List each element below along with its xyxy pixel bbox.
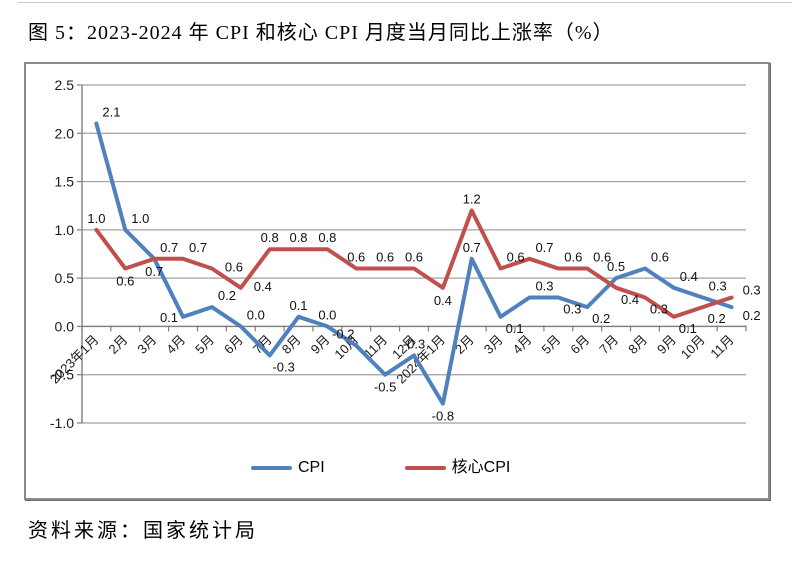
chart-frame [24,62,770,500]
core-cpi-value-label: 0.8 [318,230,336,245]
x-tick-label: 6月 [567,332,592,357]
y-tick-label: 2.5 [55,77,75,93]
gridlines [82,84,746,424]
core-cpi-value-label: 0.6 [225,259,243,274]
cpi-value-label: 0.0 [247,307,265,322]
cpi-value-label: 0.2 [743,308,761,323]
y-tick-label: -1.0 [50,415,74,431]
cpi-data-labels: 2.1 1.0 0.7 0.1 0.2 0.0 -0.3 0.1 0.0 -0.2 -0.5 -0.3… [102,105,760,424]
core-cpi-value-label: 0.4 [434,293,452,308]
legend-item-cpi: CPI [251,460,325,476]
cpi-value-label: 0.6 [651,249,669,264]
cpi-series-line [94,121,734,406]
cpi-value-label: 0.3 [563,301,581,316]
y-tick-label: 0.0 [55,318,75,334]
cpi-line-swatch [251,466,292,470]
cpi-value-label: 0.7 [145,264,163,279]
cpi-value-label: 0.2 [592,311,610,326]
core-cpi-polyline [94,208,734,319]
x-tick-label: 5月 [539,332,564,357]
y-tick-label: 1.0 [55,222,75,238]
x-tick-label: 9月 [654,332,679,357]
core-cpi-value-label: 0.3 [743,282,761,297]
x-tick-label: 4月 [163,332,188,357]
cpi-value-label: -0.2 [332,327,354,342]
x-tick-label: 7月 [596,332,621,357]
x-tick-label: 6月 [221,332,246,357]
x-tick-label: 2023年1月 [47,332,102,387]
x-tick-label: 2月 [106,332,131,357]
core-cpi-value-label: 0.4 [254,279,272,294]
y-tick-label: -0.5 [50,367,74,383]
y-tick-label: 2.0 [55,125,75,141]
x-tick-label: 8月 [625,332,650,357]
cpi-value-label: 0.1 [289,298,307,313]
cpi-value-label: 0.0 [318,307,336,322]
core-cpi-value-label: 0.6 [564,249,582,264]
cpi-value-label: 0.4 [680,269,698,284]
cpi-value-label: -0.3 [403,336,425,351]
figure-title: 图 5：2023-2024 年 CPI 和核心 CPI 月度当月同比上涨率（%） [28,22,614,44]
cpi-value-label: 0.7 [463,240,481,255]
cpi-value-label: 0.1 [506,321,524,336]
cpi-polyline [94,121,734,406]
cpi-value-label: -0.3 [272,359,294,374]
y-tick-label: 0.5 [55,270,75,286]
core-cpi-value-label: 0.7 [189,240,207,255]
core-cpi-value-label: 0.3 [650,301,668,316]
core-cpi-value-label: 0.6 [347,249,365,264]
core-cpi-value-label: 0.2 [708,311,726,326]
cpi-value-label: 2.1 [102,105,120,120]
cpi-value-label: 0.3 [709,278,727,293]
core-cpi-value-label: 0.6 [507,249,525,264]
source-note: 资料来源：国家统计局 [28,520,258,542]
x-tick-label: 5月 [192,332,217,357]
legend-item-core-cpi: 核心CPI [404,459,511,476]
cpi-value-label: -0.5 [374,380,396,395]
legend-label-core-cpi: 核心CPI [451,459,511,476]
x-tick-label: 3月 [481,332,506,357]
top-divider [18,2,792,3]
chart-legend: CPI 核心CPI [251,458,510,478]
legend-label-cpi: CPI [298,459,325,476]
cpi-value-label: 0.2 [218,288,236,303]
cpi-value-label: 0.3 [535,278,553,293]
cpi-value-label: 0.1 [160,310,178,325]
x-tick-label: 10月 [678,332,708,362]
core-cpi-data-labels: 1.0 0.6 0.7 0.7 0.6 0.4 0.8 0.8 0.8 0.6 0.6 0.6 0.4 1… [87,192,760,336]
core-cpi-value-label: 0.6 [593,249,611,264]
cpi-value-label: 0.5 [607,259,625,274]
core-cpi-value-label: 0.7 [160,240,178,255]
core-cpi-value-label: 0.6 [405,249,423,264]
core-cpi-value-label: 0.4 [621,292,639,307]
x-tick-label: 3月 [134,332,159,357]
x-tick-label: 9月 [308,332,333,357]
core-cpi-value-label: 0.8 [261,230,279,245]
x-tick-label: 11月 [707,332,736,361]
y-tick-label: 1.5 [55,174,75,190]
core-cpi-line-swatch [404,466,446,470]
core-cpi-value-label: 1.0 [87,211,105,226]
core-cpi-value-label: 1.2 [463,192,481,207]
core-cpi-value-label: 0.6 [116,273,134,288]
y-axis: 2.5 2.0 1.5 1.0 0.5 0.0 -0.5 -1.0 [50,77,83,431]
core-cpi-value-label: 0.7 [535,240,553,255]
cpi-value-label: -0.8 [432,409,454,424]
core-cpi-value-label: 0.6 [376,249,394,264]
core-cpi-series-line [94,208,734,319]
core-cpi-value-label: 0.1 [679,321,697,336]
cpi-value-label: 1.0 [131,211,149,226]
core-cpi-value-label: 0.8 [289,230,307,245]
